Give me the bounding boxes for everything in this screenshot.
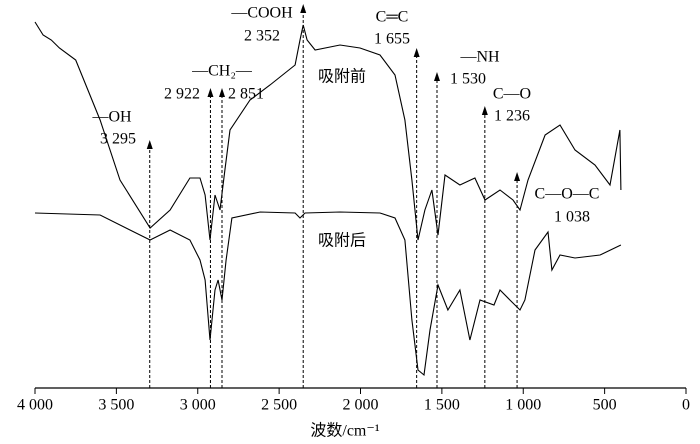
peak-wavenumber: 3 295 xyxy=(100,131,136,148)
peak-wavenumber: 1 655 xyxy=(374,31,410,48)
peak-wavenumber: 1 236 xyxy=(494,108,530,125)
peak-wavenumber: 1 038 xyxy=(554,209,590,226)
series-label: 吸附前 xyxy=(318,68,366,86)
peak-arrowhead xyxy=(481,106,488,115)
x-tick-label: 2 000 xyxy=(343,397,379,414)
peak-arrowhead xyxy=(514,172,521,181)
x-tick-label: 1 000 xyxy=(505,397,541,414)
peak-label: C—O—C xyxy=(535,186,600,203)
peak-wavenumber: 2 922 xyxy=(164,86,200,103)
peak-arrowhead xyxy=(300,4,307,13)
peak-arrowhead xyxy=(207,88,214,97)
peak-arrowhead xyxy=(218,88,225,97)
peak-label: —CH₂— xyxy=(191,63,253,80)
peak-label: C═C xyxy=(376,9,409,26)
peak-wavenumber: 2 851 xyxy=(228,86,264,103)
spectrum-line xyxy=(34,21,622,241)
peak-arrowhead xyxy=(413,48,420,57)
peak-label: —OH xyxy=(91,109,132,126)
peak-wavenumber: 1 530 xyxy=(450,71,486,88)
x-tick-label: 1 500 xyxy=(424,397,460,414)
x-tick-label: 4 000 xyxy=(17,397,53,414)
x-tick-label: 500 xyxy=(593,397,617,414)
series-label: 吸附后 xyxy=(318,232,366,250)
x-tick-label: 3 500 xyxy=(98,397,134,414)
x-tick-label: 2 500 xyxy=(261,397,297,414)
peak-arrowhead xyxy=(433,72,440,81)
peak-label: C—O xyxy=(493,86,531,103)
x-axis-label: 波数/cm⁻¹ xyxy=(310,422,379,440)
x-tick-label: 0 xyxy=(682,397,690,414)
x-tick-label: 3 000 xyxy=(180,397,216,414)
spectrum-line xyxy=(34,211,622,377)
peak-arrowhead xyxy=(146,140,153,149)
peak-label: —NH xyxy=(459,49,500,66)
peak-wavenumber: 2 352 xyxy=(244,28,280,45)
peak-label: —COOH xyxy=(230,5,293,22)
